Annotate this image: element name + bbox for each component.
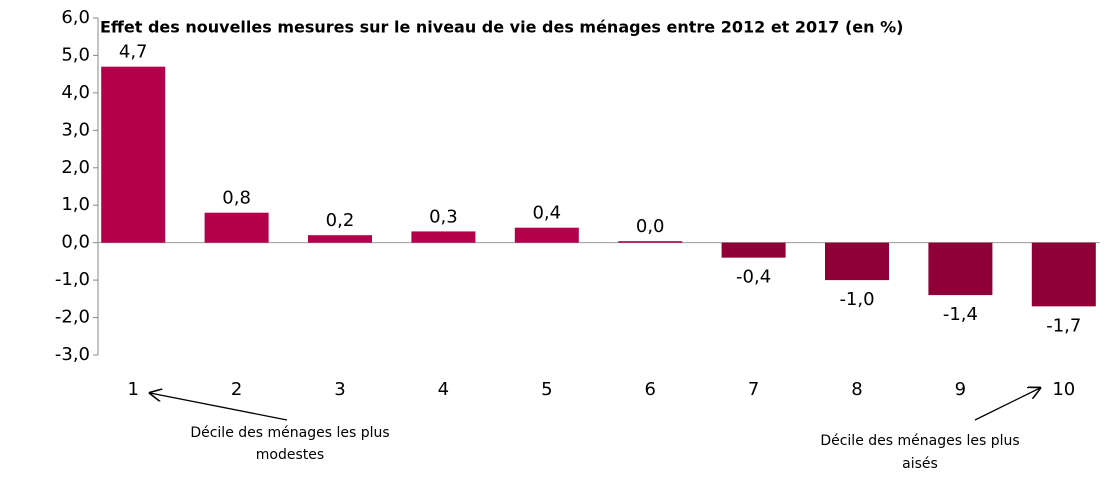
annotation: modestes bbox=[256, 447, 324, 463]
value-label: -1,4 bbox=[943, 304, 978, 325]
y-tick-label: 5,0 bbox=[61, 44, 90, 65]
x-tick-label: 9 bbox=[955, 379, 966, 400]
x-tick-label: 7 bbox=[748, 379, 759, 400]
y-tick-label: -1,0 bbox=[55, 269, 90, 290]
bar bbox=[618, 241, 683, 243]
bar bbox=[825, 242, 889, 281]
bar bbox=[101, 66, 166, 243]
value-label: -0,4 bbox=[736, 267, 771, 288]
y-tick-label: 1,0 bbox=[61, 194, 90, 215]
annotation: Décile des ménages les plus bbox=[190, 425, 389, 441]
y-tick-label: 0,0 bbox=[61, 232, 90, 253]
y-tick-label: 4,0 bbox=[61, 82, 90, 103]
bar bbox=[514, 227, 579, 243]
value-label: -1,0 bbox=[839, 289, 874, 310]
annotation: Décile des ménages les plus bbox=[820, 433, 1019, 449]
y-tick-label: 3,0 bbox=[61, 119, 90, 140]
x-tick-label: 8 bbox=[851, 379, 862, 400]
y-tick-label: -3,0 bbox=[55, 344, 90, 365]
value-label: 0,4 bbox=[532, 203, 561, 224]
bar bbox=[1031, 242, 1096, 307]
value-label: 0,3 bbox=[429, 206, 458, 227]
bar bbox=[204, 212, 269, 243]
x-tick-label: 2 bbox=[231, 379, 242, 400]
x-tick-label: 5 bbox=[541, 379, 552, 400]
x-tick-label: 10 bbox=[1052, 379, 1075, 400]
x-tick-label: 4 bbox=[438, 379, 449, 400]
value-label: 4,7 bbox=[119, 42, 148, 63]
arrow bbox=[974, 388, 1040, 421]
bar bbox=[308, 235, 372, 243]
x-tick-label: 1 bbox=[127, 379, 138, 400]
y-tick-label: 6,0 bbox=[61, 7, 90, 28]
arrow bbox=[150, 393, 288, 421]
annotation: aisés bbox=[902, 456, 938, 472]
bar bbox=[928, 242, 993, 296]
chart-title: Effet des nouvelles mesures sur le nivea… bbox=[100, 18, 903, 37]
value-label: 0,0 bbox=[636, 216, 665, 237]
y-tick-label: -2,0 bbox=[55, 307, 90, 328]
bar bbox=[411, 231, 476, 243]
y-tick-label: 2,0 bbox=[61, 157, 90, 178]
x-tick-label: 3 bbox=[334, 379, 345, 400]
value-label: -1,7 bbox=[1046, 315, 1081, 336]
value-label: 0,8 bbox=[222, 188, 251, 209]
bar bbox=[721, 242, 786, 258]
value-label: 0,2 bbox=[326, 210, 355, 231]
x-tick-label: 6 bbox=[644, 379, 655, 400]
